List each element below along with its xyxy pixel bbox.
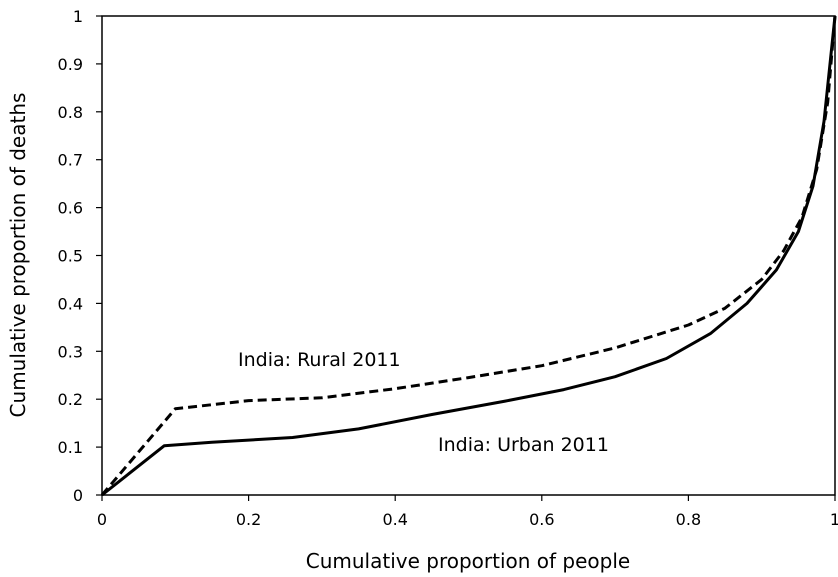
y-tick-label: 1 bbox=[73, 7, 83, 26]
y-tick-label: 0.4 bbox=[58, 294, 83, 313]
y-tick-label: 0.5 bbox=[58, 247, 83, 266]
y-tick-label: 0.6 bbox=[58, 199, 83, 218]
series-line-rural bbox=[100, 15, 837, 496]
y-tick-label: 0.1 bbox=[58, 438, 83, 457]
x-tick-label: 0.8 bbox=[676, 510, 701, 529]
x-tick-label: 0.6 bbox=[529, 510, 554, 529]
x-tick-label: 0.2 bbox=[236, 510, 261, 529]
series-layer bbox=[100, 15, 837, 497]
x-tick-label: 0 bbox=[97, 510, 107, 529]
y-tick-label: 0.8 bbox=[58, 103, 83, 122]
y-axis-title: Cumulative proportion of deaths bbox=[6, 93, 30, 418]
series-line-urban bbox=[101, 15, 837, 497]
plot-frame bbox=[101, 15, 836, 496]
y-tick-label: 0.2 bbox=[58, 390, 83, 409]
x-tick-label: 0.4 bbox=[382, 510, 407, 529]
y-tick-label: 0.3 bbox=[58, 342, 83, 361]
y-axis-ticks: 0 0.1 0.2 0.3 0.4 0.5 0.6 0.7 0.8 0.9 1 bbox=[58, 7, 102, 505]
annotation-urban: India: Urban 2011 bbox=[438, 434, 609, 456]
y-tick-label: 0.7 bbox=[58, 151, 83, 170]
y-tick-label: 0 bbox=[73, 486, 83, 505]
y-tick-label: 0.9 bbox=[58, 55, 83, 74]
annotation-rural: India: Rural 2011 bbox=[238, 349, 401, 371]
x-tick-label: 1 bbox=[830, 510, 838, 529]
x-axis-title: Cumulative proportion of people bbox=[306, 549, 630, 573]
x-axis-ticks: 0 0.2 0.4 0.6 0.8 1 bbox=[97, 495, 838, 529]
